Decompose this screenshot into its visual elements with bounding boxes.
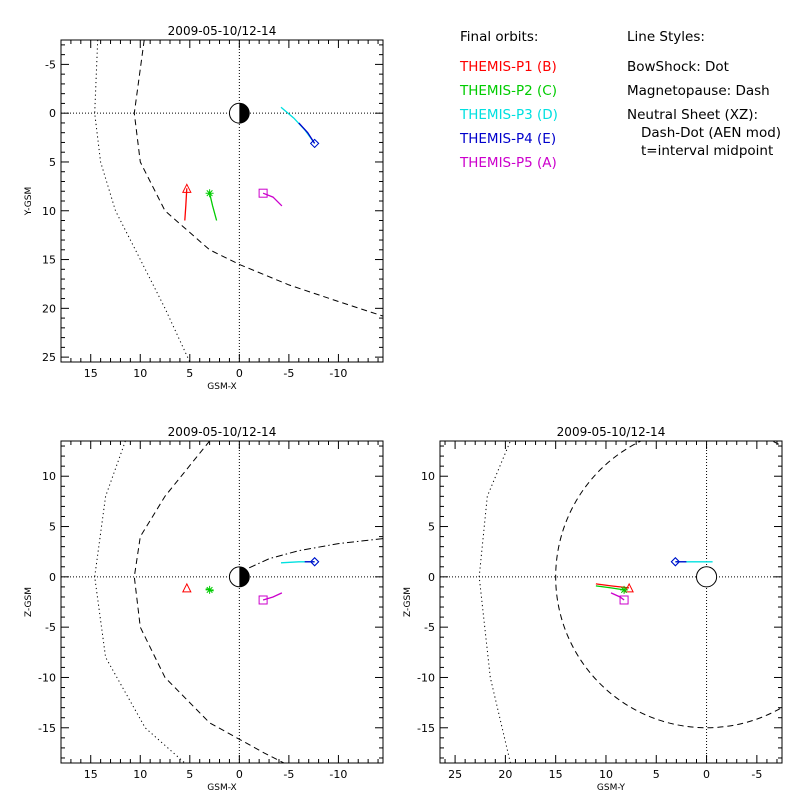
y-tick-label: 15 xyxy=(42,254,56,267)
y-tick-label: -15 xyxy=(38,722,56,735)
x-tick-label: 0 xyxy=(236,367,243,380)
line-style-bowshock: BowShock: Dot xyxy=(627,59,729,75)
line-style-magnetopause: Magnetopause: Dash xyxy=(627,83,770,99)
y-tick-label: 5 xyxy=(49,156,56,169)
x-tick-label: -5 xyxy=(283,768,294,781)
plot-frame xyxy=(60,440,384,764)
line-style-neutral-sheet: Neutral Sheet (XZ): xyxy=(627,107,758,123)
orbit-p5-marker xyxy=(619,595,629,605)
magnetopause-curve xyxy=(133,441,285,763)
earth-icon xyxy=(228,566,250,588)
y-tick-label: 10 xyxy=(42,470,56,483)
chart-title: 2009-05-10/12-14 xyxy=(557,425,666,439)
yz-plane-panel: 25 20 15 10 5 0 -5 10 5 0 -5 -10 -15 2009-05-10/12-14… xyxy=(403,425,783,793)
final-orbits-legend: Final orbits: THEMIS-P1 (B) THEMIS-P2 (C… xyxy=(459,29,558,171)
orbit-p4-marker xyxy=(670,557,681,567)
y-tick-label: 0 xyxy=(428,571,435,584)
line-style-midpoint: t=interval midpoint xyxy=(641,143,773,159)
y-tick-label: 5 xyxy=(49,521,56,534)
bowshock-curve xyxy=(478,441,511,763)
plot-frame xyxy=(439,440,783,764)
x-tick-label: -10 xyxy=(329,768,347,781)
xy-plane-panel: 15 10 5 0 -5 -10 -5 0 5 10 15 20 25 2009-05-10/12-14 G… xyxy=(24,24,384,392)
orbit-p1-track xyxy=(595,583,630,589)
orbit-p5-marker xyxy=(258,188,268,198)
y-axis-label: Y-GSM xyxy=(24,187,34,216)
orbit-p4-marker xyxy=(309,557,320,567)
y-axis-label: Z-GSM xyxy=(403,587,413,617)
x-tick-label: 15 xyxy=(84,367,98,380)
legend-heading: Final orbits: xyxy=(460,29,538,45)
chart-title: 2009-05-10/12-14 xyxy=(168,24,277,38)
earth-icon xyxy=(228,102,250,124)
orbit-p2-marker xyxy=(620,585,629,594)
y-tick-label: -10 xyxy=(417,671,435,684)
x-tick-label: 0 xyxy=(703,768,710,781)
y-tick-label: 20 xyxy=(42,302,56,315)
orbit-p5-track xyxy=(262,592,283,601)
y-tick-label: 5 xyxy=(428,521,435,534)
x-tick-label: 5 xyxy=(186,367,193,380)
y-tick-label: 25 xyxy=(42,351,56,364)
line-style-dash-dot: Dash-Dot (AEN mod) xyxy=(641,125,781,141)
orbit-p2-marker xyxy=(205,189,214,198)
legend-entry-p3: THEMIS-P3 (D) xyxy=(459,107,558,123)
y-tick-label: -5 xyxy=(45,58,56,71)
x-tick-label: -5 xyxy=(751,768,762,781)
orbit-p1-track xyxy=(184,188,188,221)
bowshock-curve xyxy=(94,40,191,362)
x-tick-label: 15 xyxy=(549,768,563,781)
orbit-p2-marker xyxy=(205,585,214,594)
magnetopause-curve xyxy=(555,441,782,729)
line-styles-legend: Line Styles: BowShock: Dot Magnetopause:… xyxy=(627,29,781,159)
y-tick-label: -15 xyxy=(417,722,435,735)
x-tick-label: 10 xyxy=(133,367,147,380)
orbit-p4-marker xyxy=(309,138,320,149)
orbit-p2-track xyxy=(595,585,625,591)
x-tick-label: -5 xyxy=(283,367,294,380)
legend-entry-p1: THEMIS-P1 (B) xyxy=(459,59,557,75)
y-tick-label: -5 xyxy=(45,621,56,634)
y-tick-label: 0 xyxy=(49,571,56,584)
y-tick-label: -10 xyxy=(38,671,56,684)
x-tick-label: 0 xyxy=(236,768,243,781)
x-tick-label: 25 xyxy=(448,768,462,781)
bowshock-curve xyxy=(94,441,186,763)
x-tick-label: 5 xyxy=(186,768,193,781)
chart-title: 2009-05-10/12-14 xyxy=(168,425,277,439)
neutral-sheet-curve xyxy=(248,538,383,569)
magnetopause-curve xyxy=(133,40,383,317)
x-axis-label: GSM-X xyxy=(207,382,236,392)
x-tick-label: 5 xyxy=(653,768,660,781)
xz-plane-panel: 15 10 5 0 -5 -10 10 5 0 -5 -10 -15 2009-05-10/12-14 G… xyxy=(24,425,384,793)
x-axis-label: GSM-X xyxy=(207,783,236,793)
plot-frame xyxy=(60,39,384,363)
orbit-p4-track xyxy=(298,122,316,144)
line-styles-heading: Line Styles: xyxy=(627,29,705,45)
orbit-p1-marker xyxy=(182,582,192,593)
orbit-p5-track xyxy=(262,192,283,207)
orbit-p5-marker xyxy=(258,595,268,605)
legend-entry-p5: THEMIS-P5 (A) xyxy=(459,155,557,171)
x-tick-label: -10 xyxy=(329,367,347,380)
y-tick-label: 10 xyxy=(42,205,56,218)
y-tick-label: 0 xyxy=(49,107,56,120)
orbit-p1-marker xyxy=(182,183,192,193)
y-tick-label: 10 xyxy=(421,470,435,483)
x-tick-label: 20 xyxy=(498,768,512,781)
orbit-p2-track xyxy=(208,193,218,221)
x-tick-label: 10 xyxy=(133,768,147,781)
x-axis-label: GSM-Y xyxy=(597,783,626,793)
x-tick-label: 10 xyxy=(599,768,613,781)
x-tick-label: 15 xyxy=(84,768,98,781)
legend-entry-p4: THEMIS-P4 (E) xyxy=(459,131,556,147)
legend-entry-p2: THEMIS-P2 (C) xyxy=(459,83,557,99)
orbit-p1-marker xyxy=(624,582,634,593)
y-axis-label: Z-GSM xyxy=(24,587,34,617)
y-tick-label: -5 xyxy=(424,621,435,634)
earth-icon xyxy=(696,566,718,588)
